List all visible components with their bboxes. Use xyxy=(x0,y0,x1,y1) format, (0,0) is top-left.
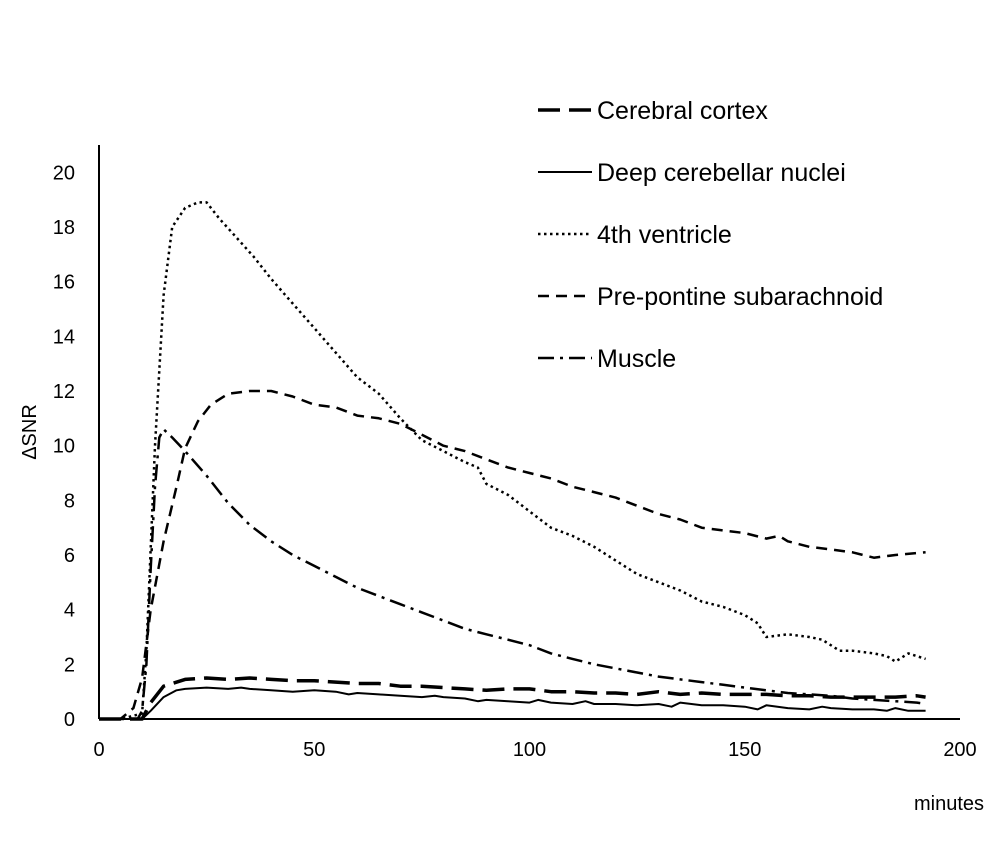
series-line-4th-ventricle xyxy=(99,201,926,721)
x-axis-title: minutes xyxy=(914,793,984,815)
x-tick-label: 50 xyxy=(303,739,325,761)
series-layer xyxy=(99,201,926,721)
series-line-deep-cerebellar-nuclei xyxy=(99,686,926,720)
x-tick-label: 150 xyxy=(728,739,761,761)
y-tick-label: 18 xyxy=(53,217,75,239)
y-tick-label: 12 xyxy=(53,381,75,403)
legend-label-deep-cerebellar-nuclei: Deep cerebellar nuclei xyxy=(597,159,846,187)
legend: Cerebral cortex Deep cerebellar nuclei 4th… xyxy=(538,97,883,373)
legend-label-4th-ventricle: 4th ventricle xyxy=(597,221,732,249)
legend-label-muscle: Muscle xyxy=(597,345,676,373)
y-tick-label: 16 xyxy=(53,272,75,294)
series-line-pre-pontine-subarachnoid xyxy=(99,389,926,721)
y-tick-label: 10 xyxy=(53,436,75,458)
series-line-muscle xyxy=(99,428,926,721)
y-tick-label: 8 xyxy=(64,490,75,512)
y-tick-label: 20 xyxy=(53,162,75,184)
series-line-cerebral-cortex xyxy=(99,676,926,721)
x-tick-label: 0 xyxy=(93,739,104,761)
y-tick-label: 4 xyxy=(64,600,75,622)
y-tick-label: 14 xyxy=(53,326,75,348)
legend-label-cerebral-cortex: Cerebral cortex xyxy=(597,97,768,125)
legend-label-pre-pontine-subarachnoid: Pre-pontine subarachnoid xyxy=(597,283,883,311)
y-tick-label: 2 xyxy=(64,654,75,676)
y-tick-label: 6 xyxy=(64,545,75,567)
y-axis-title: ΔSNR xyxy=(19,404,41,460)
x-tick-label: 100 xyxy=(513,739,546,761)
y-tick-label: 0 xyxy=(64,709,75,731)
x-tick-label: 200 xyxy=(943,739,976,761)
